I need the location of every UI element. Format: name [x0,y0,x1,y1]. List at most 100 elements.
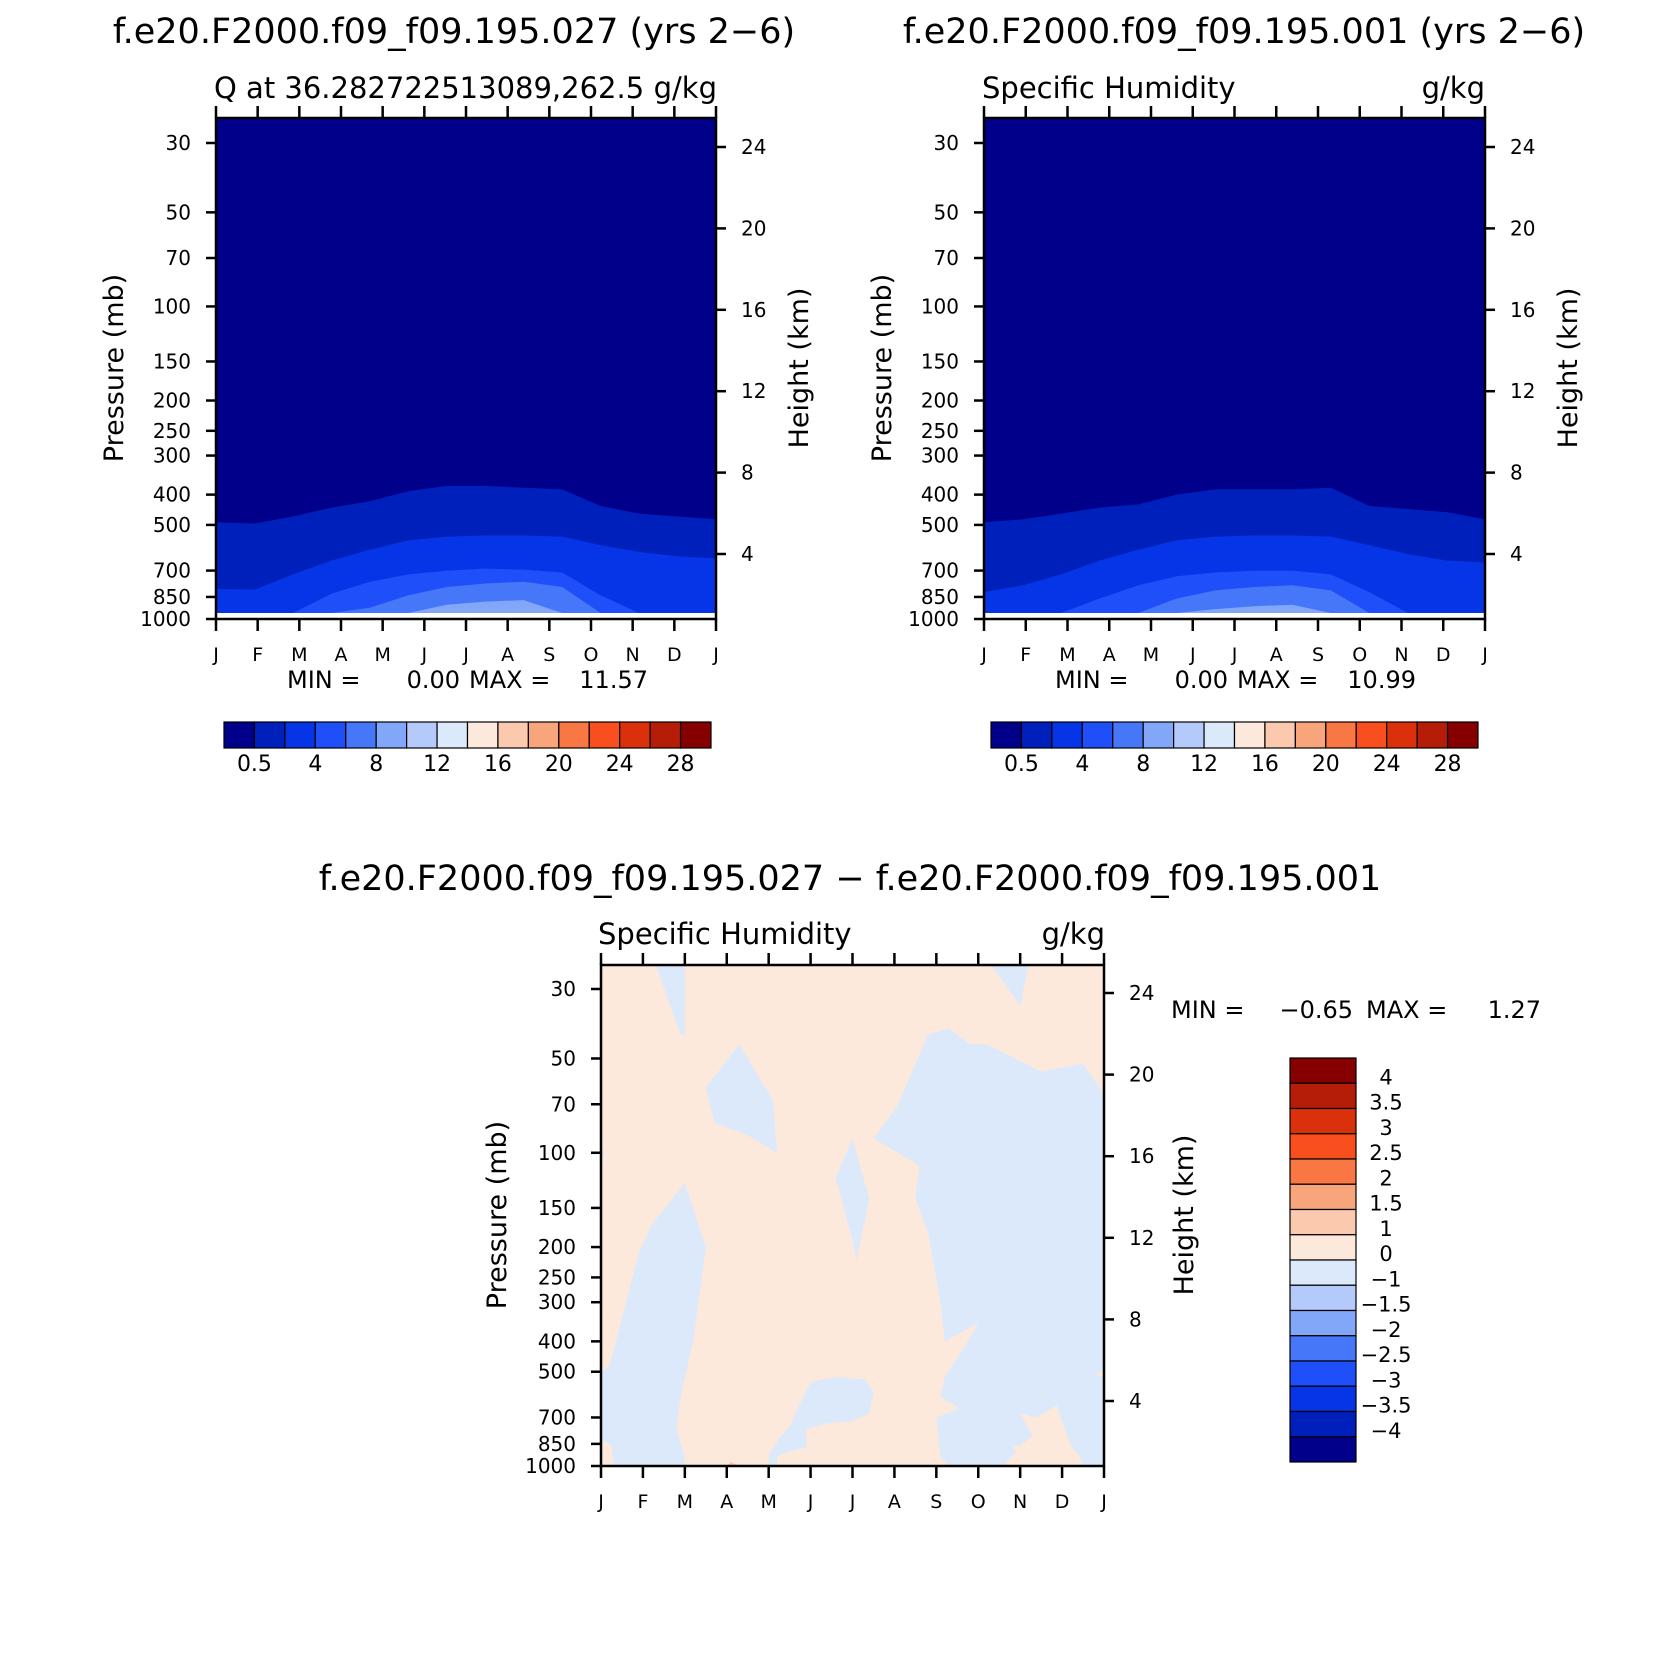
panel-1-ytick-right-label: 24 [741,135,766,159]
panel-2-colorbar-box [1416,721,1449,749]
panel-3-negative-region [1016,1152,1104,1383]
panel-1-ytick-label: 50 [166,200,191,224]
panel-3-colorbar-box [1289,1335,1357,1362]
panel-1-colorbar-box [497,721,529,749]
panel-2-colorbar-box [1173,721,1205,749]
panel-2: f.e20.F2000.f09_f09.195.001 (yrs 2−6) Sp… [867,12,1585,777]
panel-2-colorbar-box [1264,721,1296,749]
panel-1-ytick-label: 150 [153,349,191,373]
panel-1-colorbar-box [466,721,499,749]
panel-1-ytick-right-label: 16 [741,298,766,322]
panel-3-xtick-label: M [760,1491,776,1513]
panel-1-ytick-right-label: 8 [741,461,754,485]
panel-2-ylabel: Pressure (mb) [867,274,898,462]
panel-1-colorbar-label: 4 [308,752,322,777]
panel-3-colorbar-label: 1 [1379,1217,1392,1241]
panel-2-colorbar-label: 20 [1312,752,1340,777]
panel-2-ytick-label: 150 [921,349,959,373]
panel-2-colorbar-box [1325,721,1357,749]
panel-3-ytick-label: 1000 [525,1454,576,1478]
panel-1-ytick-label: 500 [153,513,191,537]
panel-2-ytick-label: 250 [921,419,959,443]
panel-3-colorbar-box [1289,1436,1357,1463]
panel-1-colorbar-box [588,721,621,749]
panel-3-colorbar-label: 1.5 [1369,1192,1402,1216]
panel-3-colorbar-label: 3 [1379,1116,1392,1140]
panel-2-colorbar-box [1233,721,1266,749]
panel-3-ytick-label: 200 [538,1235,576,1259]
panel-2-ytick-label: 300 [921,444,959,468]
panel-3-colorbar-box [1289,1309,1357,1337]
panel-1-ytick-right-label: 12 [741,379,766,403]
panel-3-plot-area [601,965,1104,1466]
panel-2-ytick-label: 100 [921,294,959,318]
panel-3-negative-region [991,965,1029,1006]
panel-1-max-label: MAX = [469,666,550,694]
panel-3-negative-region [768,1377,874,1466]
panel-2-xtick-label: J [1231,644,1238,666]
panel-2-colorbar-label: 28 [1434,752,1462,777]
panel-2-colorbar-label: 24 [1373,752,1401,777]
panel-3-colorbar-label: −1 [1371,1267,1402,1291]
panel-3-colorbar-label: −2 [1371,1318,1402,1342]
panel-1-xtick-label: J [421,644,428,666]
panel-1-ytick-label: 250 [153,419,191,443]
panel-3-colorbar-label: −4 [1371,1419,1402,1443]
panel-1-colorbar-box [314,721,347,749]
panel-1-ytick-label: 1000 [140,607,191,631]
panel-2-ytick-label: 850 [921,585,959,609]
panel-2-ytick-right-label: 24 [1510,135,1535,159]
panel-2-xtick-label: J [1481,644,1488,666]
panel-3-xtick-label: J [597,1491,604,1513]
panel-2-colorbar-box [1081,721,1114,749]
panel-1-xtick-label: O [584,644,599,666]
panel-3-ytick-right-label: 4 [1129,1389,1142,1413]
panel-1-xtick-label: S [543,644,555,666]
panel-1-ylabel: Pressure (mb) [99,274,130,462]
panel-1-plot-area [216,118,716,613]
panel-2-colorbar-label: 0.5 [1004,752,1039,777]
panel-1-colorbar: 0.5 4 8 12 16 20 24 28 [223,721,712,777]
panel-3-ytick-label: 500 [538,1360,576,1384]
panel-2-title: f.e20.F2000.f09_f09.195.001 (yrs 2−6) [903,12,1585,52]
panel-2-colorbar-box [1355,721,1388,749]
panel-3-xtick-label: M [677,1491,693,1513]
panel-1-subtitle-left: Q at 36.28272251308​9,262.5 [214,71,644,105]
panel-2-band-8 [984,604,1485,613]
panel-2-ytick-right-label: 16 [1510,298,1535,322]
panel-3-ytick-label: 100 [538,1141,576,1165]
panel-1-colorbar-box [223,721,256,749]
panel-3-title: f.e20.F2000.f09_f09.195.027 − f.e20.F200… [319,859,1382,899]
panel-1-colorbar-label: 28 [667,752,695,777]
panel-1-xtick-label: J [212,644,219,666]
panel-1-colorbar-box [345,721,377,749]
panel-2-xtick-label: S [1312,644,1324,666]
panel-1-max-value: 11.57 [579,666,648,694]
panel-2-colorbar-box [1203,721,1236,749]
panel-1-colorbar-box [436,721,469,749]
panel-2-ylabel-right: Height (km) [1553,288,1584,449]
panel-3-xtick-label: J [1100,1491,1107,1513]
panel-2-colorbar-box [990,721,1023,749]
panel-1-ytick-label: 100 [153,294,191,318]
panel-2-xtick-label: F [1020,644,1031,666]
panel-2-colorbar-box [1142,721,1175,749]
panel-1-colorbar-label: 16 [484,752,512,777]
panel-1-xtick-label: D [667,644,682,666]
panel-2-colorbar-box [1294,721,1327,749]
panel-2-ytick-label: 1000 [908,607,959,631]
panel-3-xtick-label: F [637,1491,648,1513]
panel-1-colorbar-box [253,721,286,749]
panel-3-colorbar-box [1289,1234,1357,1261]
panel-3-subtitle-right: g/kg [1042,917,1105,951]
panel-3-negative-region [961,1198,1000,1324]
panel-3-colorbar-box [1289,1057,1357,1084]
panel-2-max-value: 10.99 [1347,666,1416,694]
panel-2-colorbar-label: 16 [1251,752,1279,777]
panel-1-xtick-label: A [335,644,348,666]
panel-1-ytick-label: 30 [166,131,191,155]
panel-1-min-value: 0.00 [407,666,460,694]
panel-1-colorbar-box [679,721,712,749]
panel-3-xtick-label: A [720,1491,733,1513]
panel-2-min-value: 0.00 [1175,666,1228,694]
